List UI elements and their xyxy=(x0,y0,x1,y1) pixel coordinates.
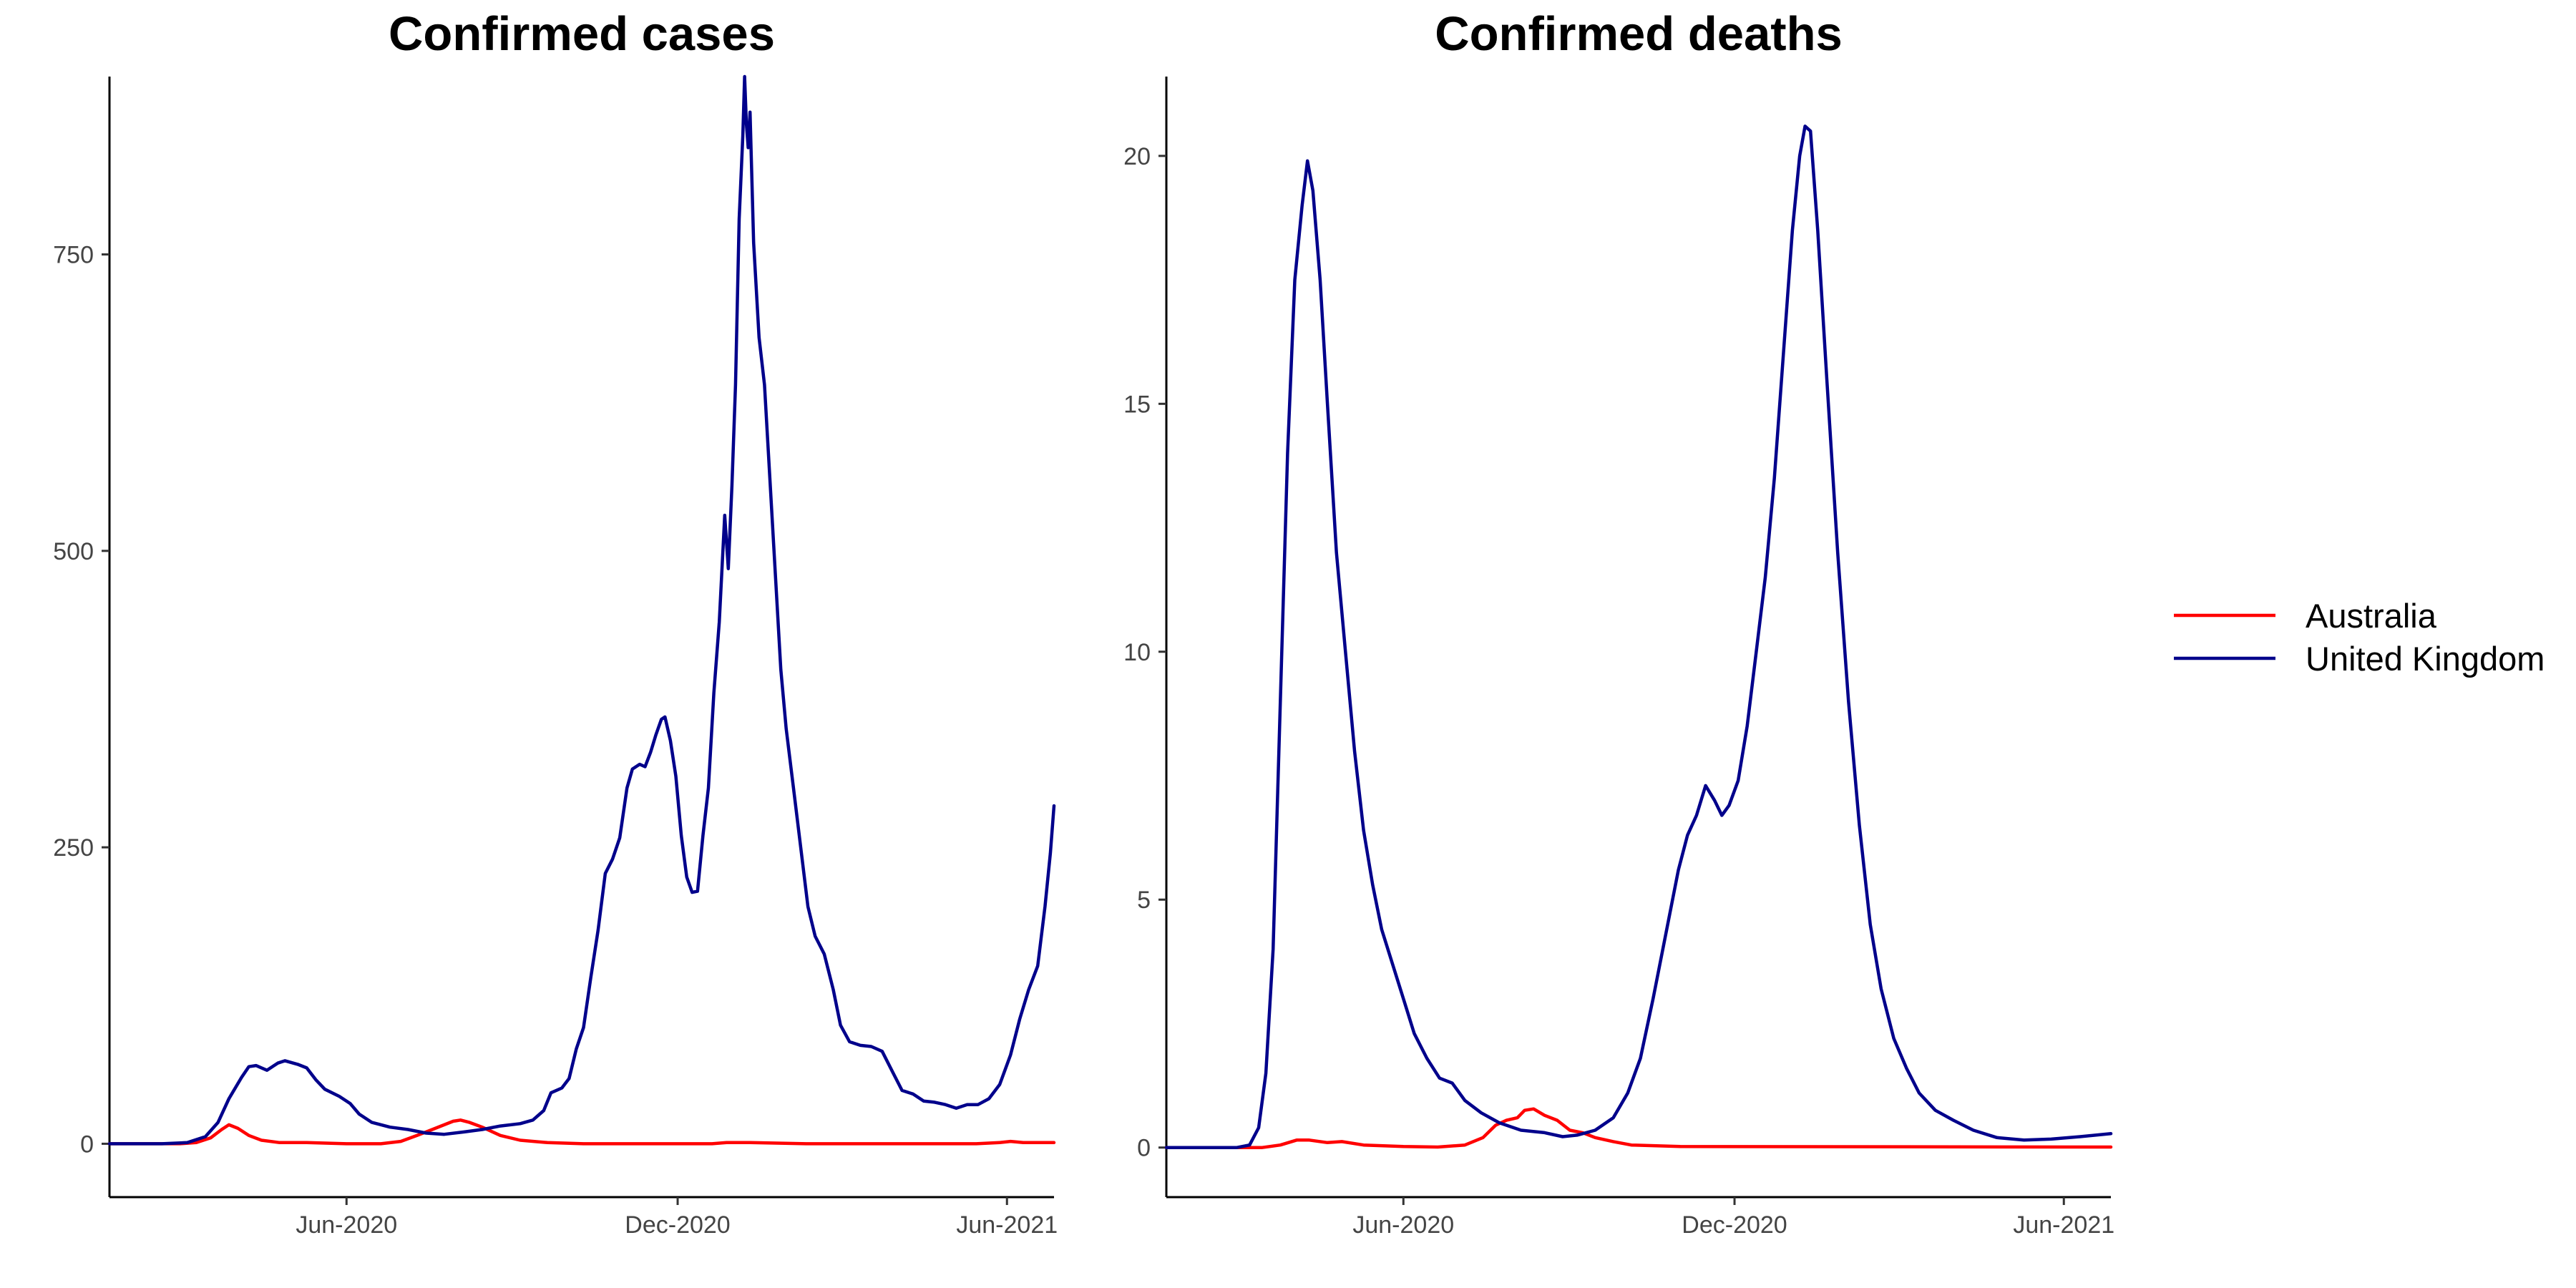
cases-y-tick-label-750: 750 xyxy=(53,242,94,269)
deaths-y-tick-label-0: 0 xyxy=(1137,1135,1151,1162)
deaths-title: Confirmed deaths xyxy=(1435,7,1843,61)
cases-x-tick-label-jun-2021: Jun-2021 xyxy=(956,1211,1058,1239)
cases-y-tick-label-0: 0 xyxy=(80,1131,94,1158)
legend-label-united-kingdom: United Kingdom xyxy=(2306,640,2545,678)
deaths-x-ticks: Jun-2020 Dec-2020 Jun-2021 xyxy=(1352,1197,2114,1239)
cases-panel: Confirmed cases 0 250 500 750 Jun-2020 Dec-2… xyxy=(53,7,1058,1239)
deaths-panel: Confirmed deaths 0 5 10 15 20 Jun-2020 Dec-20… xyxy=(1123,7,2114,1239)
cases-y-ticks: 0 250 500 750 xyxy=(53,242,109,1158)
deaths-x-tick-label-jun-2021: Jun-2021 xyxy=(2013,1211,2114,1239)
cases-series-group xyxy=(107,74,1056,1146)
cases-series-australia xyxy=(107,1118,1056,1146)
cases-y-tick-label-250: 250 xyxy=(53,834,94,862)
cases-title: Confirmed cases xyxy=(389,7,775,61)
cases-y-tick-label-500: 500 xyxy=(53,538,94,565)
deaths-x-tick-label-jun-2020: Jun-2020 xyxy=(1352,1211,1454,1239)
deaths-y-ticks: 0 5 10 15 20 xyxy=(1123,143,1166,1162)
legend: Australia United Kingdom xyxy=(2174,597,2545,678)
deaths-series-united-kingdom xyxy=(1164,125,2113,1149)
legend-label-australia: Australia xyxy=(2306,597,2437,635)
cases-x-ticks: Jun-2020 Dec-2020 Jun-2021 xyxy=(296,1197,1058,1239)
cases-x-tick-label-jun-2020: Jun-2020 xyxy=(296,1211,397,1239)
cases-series-united-kingdom xyxy=(107,74,1056,1146)
deaths-series-group xyxy=(1164,125,2113,1149)
deaths-y-tick-label-20: 20 xyxy=(1123,143,1151,170)
deaths-y-tick-label-15: 15 xyxy=(1123,391,1151,418)
cases-x-tick-label-dec-2020: Dec-2020 xyxy=(625,1211,730,1239)
deaths-y-tick-label-10: 10 xyxy=(1123,639,1151,666)
deaths-y-tick-label-5: 5 xyxy=(1137,887,1151,914)
deaths-x-tick-label-dec-2020: Dec-2020 xyxy=(1682,1211,1787,1239)
